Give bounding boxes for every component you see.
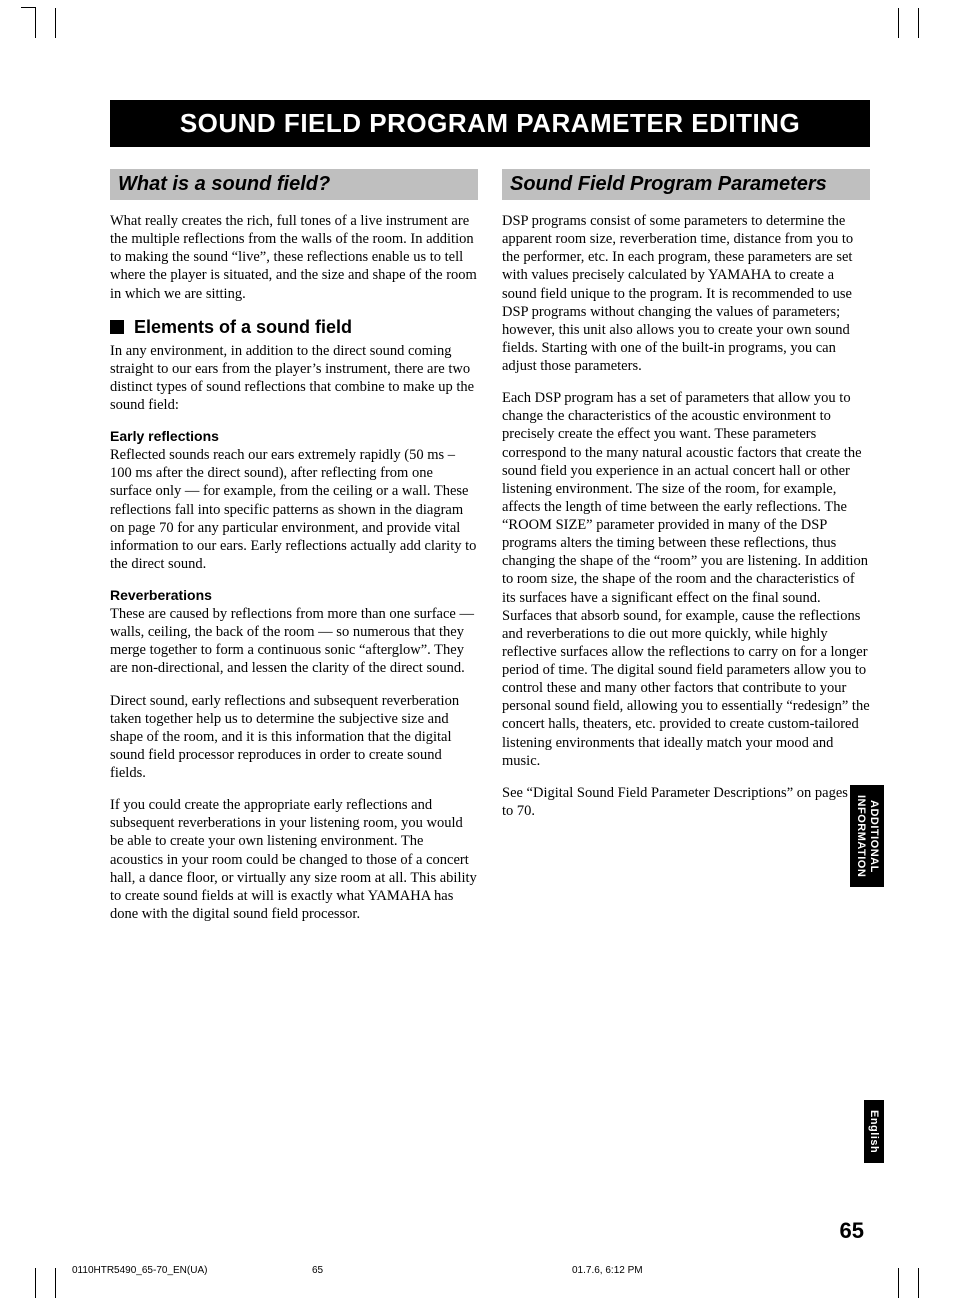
crop-mark — [898, 8, 899, 38]
right-p1: DSP programs consist of some parameters … — [502, 212, 870, 375]
footer-timestamp: 01.7.6, 6:12 PM — [572, 1265, 882, 1276]
crop-mark — [55, 1268, 56, 1298]
side-tab-language: English — [864, 1100, 884, 1163]
crop-mark — [35, 1268, 65, 1298]
page-title: SOUND FIELD PROGRAM PARAMETER EDITING — [110, 100, 870, 147]
crop-mark — [889, 8, 919, 38]
crop-mark — [35, 8, 65, 38]
square-bullet-icon — [110, 320, 124, 334]
left-p4: If you could create the appropriate earl… — [110, 796, 478, 923]
left-p3: Direct sound, early reflections and subs… — [110, 692, 478, 783]
crop-mark — [889, 1268, 919, 1298]
footer-filename: 0110HTR5490_65-70_EN(UA) — [72, 1265, 312, 1276]
elements-intro: In any environment, in addition to the d… — [110, 342, 478, 415]
crop-mark — [55, 8, 56, 38]
subheading-elements: Elements of a sound field — [110, 317, 478, 338]
intro-paragraph: What really creates the rich, full tones… — [110, 212, 478, 303]
footer-page: 65 — [312, 1265, 572, 1276]
side-tab-additional-info: ADDITIONAL INFORMATION — [850, 785, 884, 887]
footer: 0110HTR5490_65-70_EN(UA) 65 01.7.6, 6:12… — [72, 1265, 882, 1276]
right-p2: Each DSP program has a set of parameters… — [502, 389, 870, 770]
page-number: 65 — [840, 1218, 864, 1244]
two-column-layout: What is a sound field? What really creat… — [110, 169, 870, 937]
section-heading-what-is: What is a sound field? — [110, 169, 478, 200]
page-content: SOUND FIELD PROGRAM PARAMETER EDITING Wh… — [110, 100, 870, 937]
early-reflections-label: Early reflections — [110, 428, 478, 444]
crop-mark — [898, 1268, 899, 1298]
subheading-elements-label: Elements of a sound field — [134, 317, 352, 338]
early-reflections-text: Reflected sounds reach our ears extremel… — [110, 446, 478, 573]
right-column: Sound Field Program Parameters DSP progr… — [502, 169, 870, 937]
reverberations-text: These are caused by reflections from mor… — [110, 605, 478, 678]
right-p3: See “Digital Sound Field Parameter Descr… — [502, 784, 870, 820]
reverberations-label: Reverberations — [110, 587, 478, 603]
section-heading-parameters: Sound Field Program Parameters — [502, 169, 870, 200]
left-column: What is a sound field? What really creat… — [110, 169, 478, 937]
